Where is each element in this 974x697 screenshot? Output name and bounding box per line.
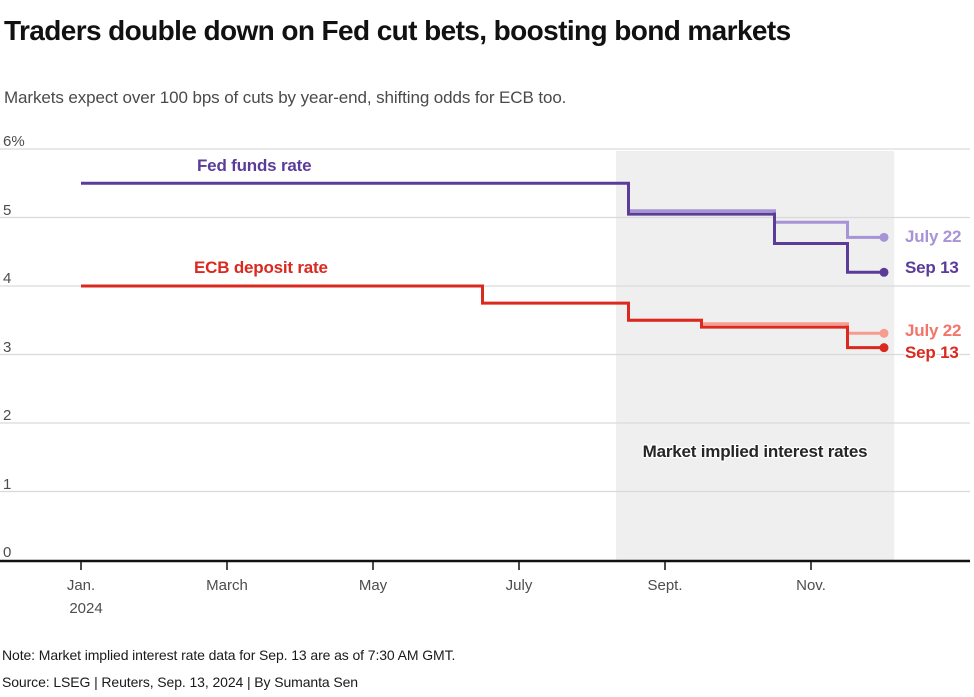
ecb-deposit-sep13-end-dot xyxy=(879,343,889,353)
implied-region-shading xyxy=(616,151,895,561)
footer-source: Source: LSEG | Reuters, Sep. 13, 2024 | … xyxy=(2,674,358,690)
fed-funds-sep13-end-dot xyxy=(879,267,889,277)
fed-funds-sep13-line xyxy=(81,181,884,274)
page-subtitle: Markets expect over 100 bps of cuts by y… xyxy=(4,88,567,107)
ecb-deposit-sep13-line xyxy=(81,284,884,350)
footer-note: Note: Market implied interest rate data … xyxy=(2,647,456,663)
ecb-deposit-july22-implied-end-dot xyxy=(879,328,889,338)
page-title: Traders double down on Fed cut bets, boo… xyxy=(4,15,791,46)
fed-funds-july22-implied-line xyxy=(628,209,884,239)
fed-funds-july22-implied-end-dot xyxy=(879,232,889,242)
